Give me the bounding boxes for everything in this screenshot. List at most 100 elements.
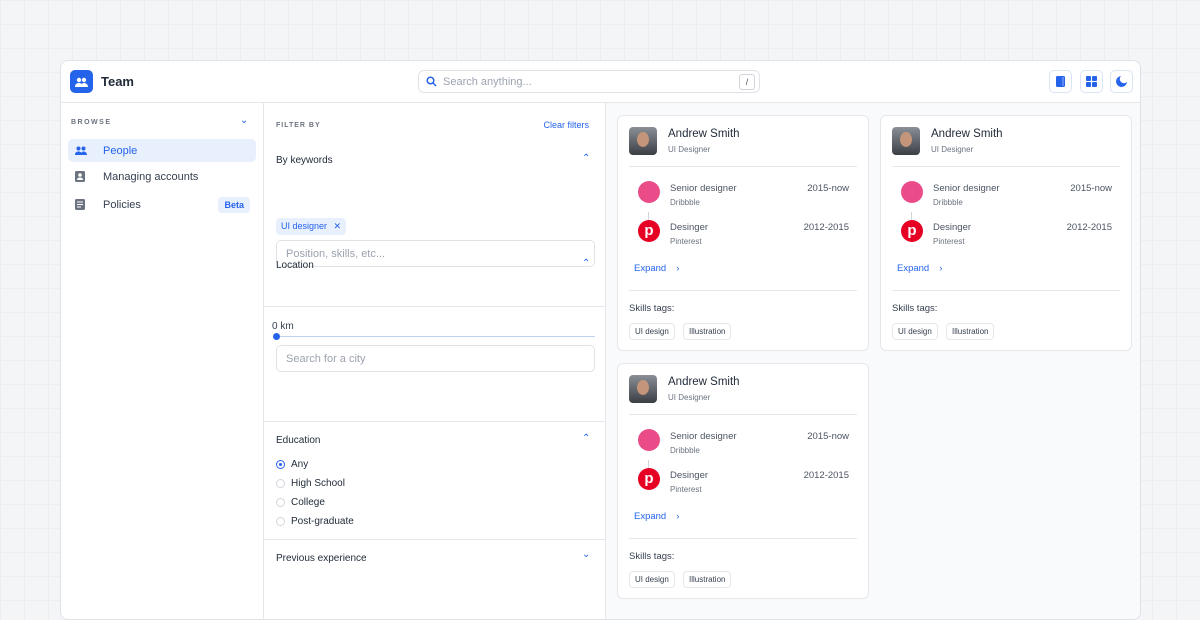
skill-tag[interactable]: UI design xyxy=(629,571,675,588)
book-icon xyxy=(1056,76,1065,87)
job-title: Senior designer xyxy=(933,183,1000,194)
skill-tag[interactable]: Illustration xyxy=(683,571,732,588)
avatar xyxy=(629,127,657,155)
divider xyxy=(629,290,857,291)
job-company: Dribbble xyxy=(670,446,700,455)
distance-value: 0 km xyxy=(272,321,294,332)
job-company: Pinterest xyxy=(670,485,702,494)
grid-view-button[interactable] xyxy=(1080,70,1103,93)
sidebar-item-label: Managing accounts xyxy=(103,170,199,183)
chevron-right-icon: › xyxy=(939,263,943,274)
clear-filters-link[interactable]: Clear filters xyxy=(543,120,589,130)
skill-tag[interactable]: UI design xyxy=(892,323,938,340)
location-heading[interactable]: Location xyxy=(276,260,314,271)
person-card: Andrew Smith UI Designer Senior designer… xyxy=(617,115,869,351)
pinterest-icon: p xyxy=(638,220,660,242)
job-company: Pinterest xyxy=(670,237,702,246)
radio-label: Post-graduate xyxy=(291,516,354,527)
divider xyxy=(629,538,857,539)
divider xyxy=(264,306,605,307)
job-title: Senior designer xyxy=(670,431,737,442)
moon-icon xyxy=(1116,76,1127,87)
person-role: UI Designer xyxy=(668,145,711,154)
divider xyxy=(264,421,605,422)
person-name[interactable]: Andrew Smith xyxy=(931,128,1003,140)
job-company: Dribbble xyxy=(670,198,700,207)
distance-slider[interactable] xyxy=(276,336,595,337)
team-logo-icon xyxy=(70,70,93,93)
dribbble-icon xyxy=(901,181,923,203)
job-years: 2015-now xyxy=(807,431,849,442)
job-title: Desinger xyxy=(670,470,709,481)
dribbble-icon xyxy=(638,181,660,203)
pinterest-icon: p xyxy=(638,468,660,490)
pinterest-icon: p xyxy=(901,220,923,242)
keyword-chip[interactable]: UI designer ✕ xyxy=(276,218,347,235)
skill-tag[interactable]: Illustration xyxy=(683,323,732,340)
sidebar-item-people[interactable]: People xyxy=(68,139,256,162)
person-role: UI Designer xyxy=(931,145,974,154)
job-years: 2015-now xyxy=(807,183,849,194)
avatar xyxy=(892,127,920,155)
app-title: Team xyxy=(101,74,134,89)
radio-college[interactable]: College xyxy=(276,497,325,508)
dark-mode-button[interactable] xyxy=(1110,70,1133,93)
divider xyxy=(629,414,857,415)
chevron-down-icon[interactable]: ⌄ xyxy=(582,549,591,560)
divider xyxy=(629,166,857,167)
slider-handle[interactable] xyxy=(273,333,280,340)
sidebar-section-label: BROWSE xyxy=(71,119,112,126)
chevron-up-icon[interactable]: ⌃ xyxy=(582,433,591,444)
city-placeholder: Search for a city xyxy=(286,353,366,365)
timeline-line xyxy=(648,460,649,474)
job-title: Senior designer xyxy=(670,183,737,194)
person-card: Andrew Smith UI Designer Senior designer… xyxy=(617,363,869,599)
person-role: UI Designer xyxy=(668,393,711,402)
sidebar-item-managing-accounts[interactable]: Managing accounts xyxy=(68,165,256,188)
radio-high-school[interactable]: High School xyxy=(276,478,345,489)
chip-label: UI designer xyxy=(281,221,328,231)
radio-label: High School xyxy=(291,478,345,489)
person-card: Andrew Smith UI Designer Senior designer… xyxy=(880,115,1132,351)
keywords-heading[interactable]: By keywords xyxy=(276,155,333,166)
search-shortcut: / xyxy=(739,74,755,90)
education-heading[interactable]: Education xyxy=(276,435,321,446)
divider xyxy=(892,290,1120,291)
radio-label: College xyxy=(291,497,325,508)
search-input[interactable]: Search anything... / xyxy=(418,70,760,93)
sidebar-item-label: People xyxy=(103,144,138,157)
expand-button[interactable]: Expand › xyxy=(634,263,680,274)
job-years: 2012-2015 xyxy=(803,222,849,233)
results-area: Andrew Smith UI Designer Senior designer… xyxy=(606,103,1140,619)
skills-label: Skills tags: xyxy=(892,303,938,314)
chevron-up-icon[interactable]: ⌃ xyxy=(582,153,591,164)
divider xyxy=(264,539,605,540)
person-name[interactable]: Andrew Smith xyxy=(668,376,740,388)
chevron-up-icon[interactable]: ⌃ xyxy=(582,258,591,269)
chevron-down-icon[interactable]: ⌄ xyxy=(240,115,249,126)
keywords-input[interactable]: Position, skills, etc... xyxy=(276,240,595,267)
timeline-line xyxy=(648,212,649,226)
close-icon[interactable]: ✕ xyxy=(333,221,342,231)
sidebar-item-policies[interactable]: Policies Beta xyxy=(68,193,256,216)
sidebar: BROWSE ⌄ People Managing accounts Polici… xyxy=(61,103,264,619)
search-placeholder: Search anything... xyxy=(443,76,532,88)
expand-button[interactable]: Expand › xyxy=(634,511,680,522)
city-input[interactable]: Search for a city xyxy=(276,345,595,372)
skill-tag[interactable]: Illustration xyxy=(946,323,995,340)
contact-icon xyxy=(75,171,87,182)
book-button[interactable] xyxy=(1049,70,1072,93)
experience-heading[interactable]: Previous experience xyxy=(276,553,367,564)
expand-button[interactable]: Expand › xyxy=(897,263,943,274)
skill-tag[interactable]: UI design xyxy=(629,323,675,340)
radio-any[interactable]: Any xyxy=(276,459,308,470)
person-name[interactable]: Andrew Smith xyxy=(668,128,740,140)
skills-label: Skills tags: xyxy=(629,303,675,314)
job-title: Desinger xyxy=(670,222,709,233)
chevron-right-icon: › xyxy=(676,511,680,522)
radio-post-graduate[interactable]: Post-graduate xyxy=(276,516,354,527)
document-icon xyxy=(75,199,87,210)
skills-label: Skills tags: xyxy=(629,551,675,562)
app-window: Team Search anything... / BROWSE ⌄ Peopl… xyxy=(60,60,1141,620)
dribbble-icon xyxy=(638,429,660,451)
